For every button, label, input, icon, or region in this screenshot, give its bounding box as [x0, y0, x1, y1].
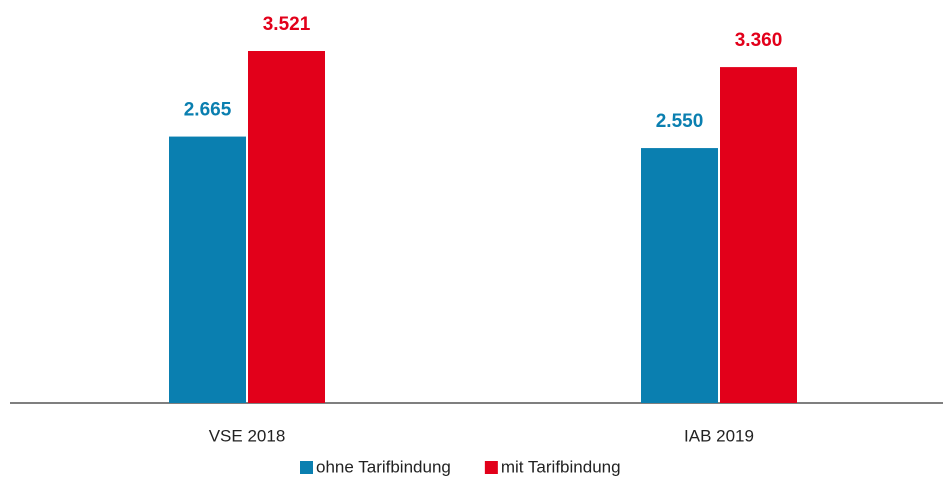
x-tick-label: VSE 2018: [209, 426, 286, 445]
value-label: 3.521: [263, 14, 311, 35]
legend-label: ohne Tarifbindung: [316, 457, 451, 476]
value-label: 2.550: [656, 111, 704, 132]
value-label: 2.665: [184, 100, 232, 121]
x-tick-label: IAB 2019: [684, 426, 754, 445]
legend-label: mit Tarifbindung: [501, 457, 621, 476]
legend-swatch: [300, 461, 313, 474]
bar: [248, 51, 325, 403]
bar: [169, 136, 246, 403]
legend-swatch: [484, 461, 498, 474]
bar: [641, 148, 718, 403]
value-label: 3.360: [735, 30, 783, 51]
bar: [720, 67, 797, 403]
